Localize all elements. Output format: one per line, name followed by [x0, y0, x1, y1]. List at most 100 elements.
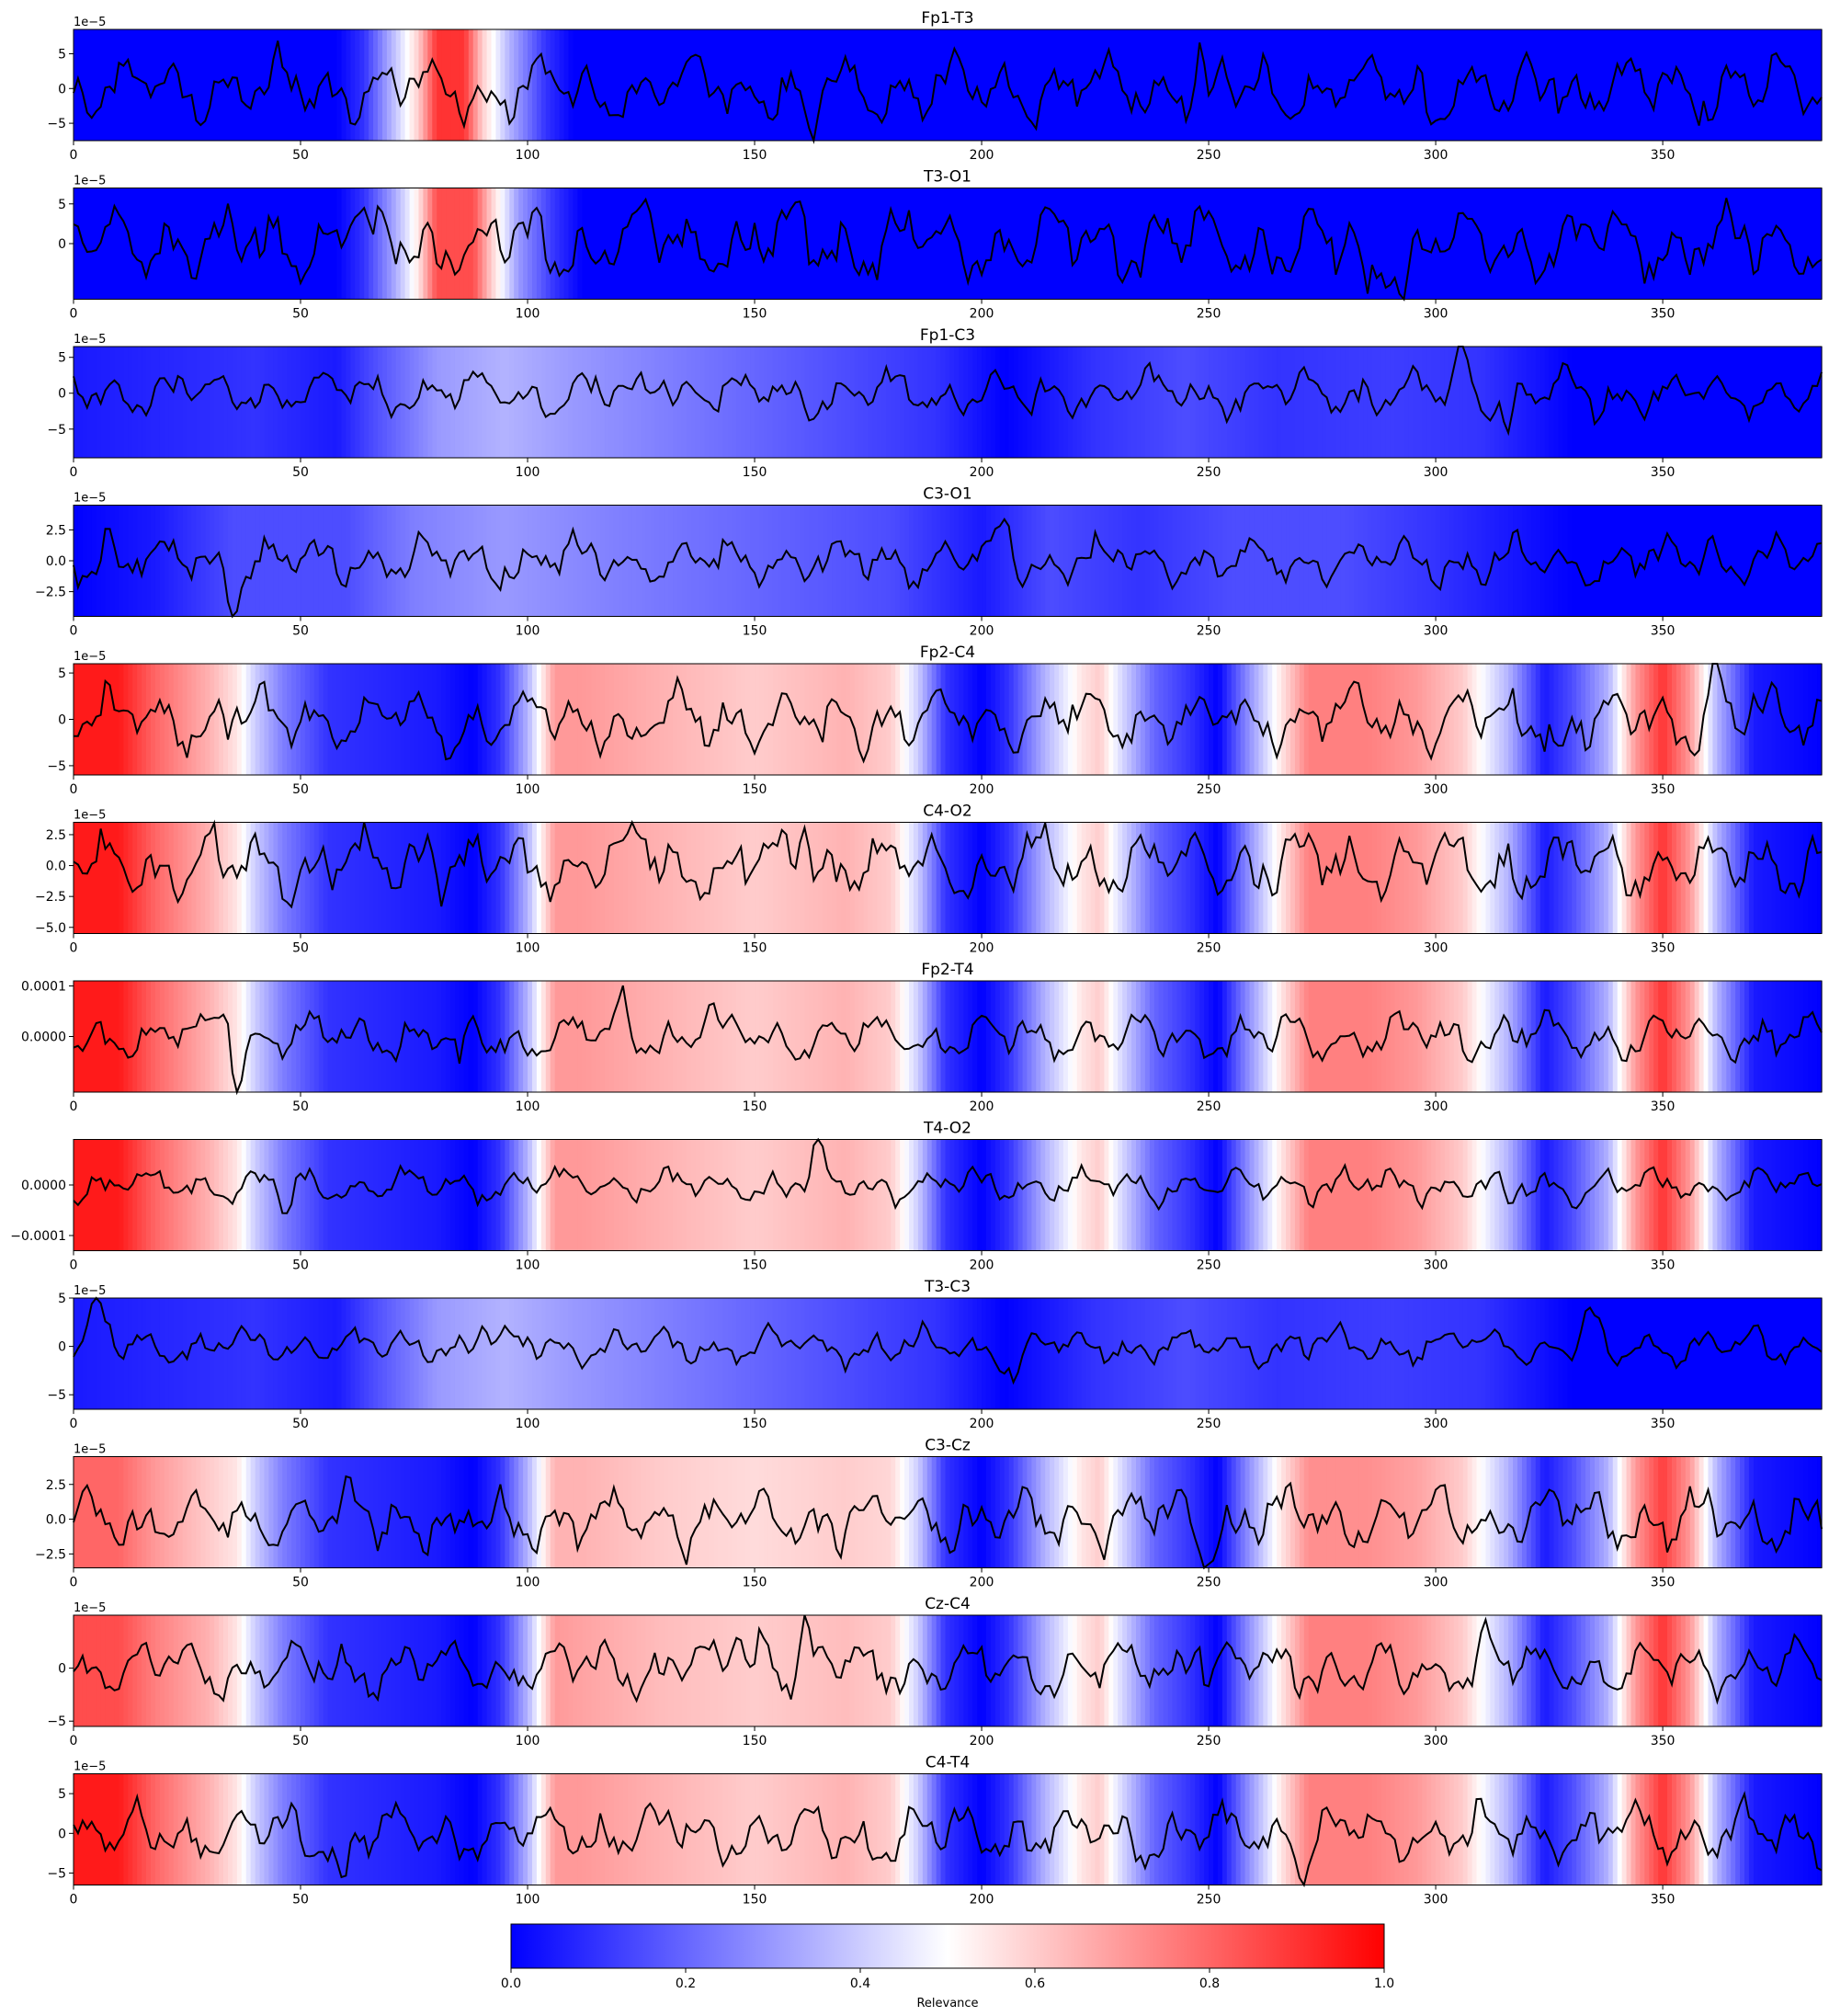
- relevance-cell: [840, 188, 846, 300]
- relevance-cell: [304, 664, 311, 775]
- relevance-cell: [1576, 188, 1582, 300]
- relevance-cell: [786, 1139, 792, 1251]
- relevance-cell: [1694, 1773, 1700, 1885]
- relevance-cell: [622, 1456, 629, 1568]
- relevance-cell: [909, 664, 914, 775]
- relevance-cell: [219, 347, 224, 458]
- relevance-cell: [1167, 822, 1174, 934]
- relevance-cell: [1244, 188, 1251, 300]
- relevance-cell: [654, 347, 660, 458]
- relevance-cell: [291, 505, 297, 617]
- relevance-cell: [596, 29, 601, 141]
- relevance-cell: [1326, 822, 1333, 934]
- relevance-cell: [414, 505, 420, 617]
- relevance-cell: [582, 664, 587, 775]
- relevance-cell: [1726, 29, 1732, 141]
- x-tick-label: 150: [743, 465, 767, 480]
- relevance-cell: [1598, 1773, 1605, 1885]
- relevance-cell: [990, 1773, 996, 1885]
- relevance-cell: [968, 29, 973, 141]
- relevance-cell: [1335, 188, 1341, 300]
- relevance-cell: [1281, 188, 1287, 300]
- relevance-cell: [1027, 1773, 1032, 1885]
- relevance-cell: [1621, 347, 1628, 458]
- relevance-cell: [1045, 1615, 1051, 1726]
- relevance-cell: [1717, 1773, 1722, 1885]
- relevance-cell: [1385, 1298, 1392, 1409]
- relevance-cell: [482, 1456, 488, 1568]
- relevance-cell: [495, 1139, 501, 1251]
- x-tick-label: 150: [743, 1259, 767, 1273]
- relevance-cell: [1326, 1615, 1333, 1726]
- relevance-cell: [1354, 29, 1359, 141]
- relevance-cell: [568, 822, 574, 934]
- relevance-cell: [123, 1139, 129, 1251]
- relevance-cell: [1235, 505, 1242, 617]
- relevance-cell: [804, 29, 810, 141]
- relevance-cell: [1440, 505, 1446, 617]
- relevance-cell: [690, 188, 697, 300]
- relevance-cell: [1013, 1773, 1019, 1885]
- relevance-cell: [881, 981, 887, 1092]
- relevance-cell: [1735, 1773, 1741, 1885]
- relevance-cell: [414, 1456, 420, 1568]
- relevance-cell: [214, 981, 220, 1092]
- relevance-cell: [1254, 347, 1260, 458]
- relevance-cell: [500, 1139, 506, 1251]
- relevance-cell: [528, 347, 533, 458]
- relevance-cell: [1204, 981, 1210, 1092]
- relevance-cell: [727, 1773, 733, 1885]
- relevance-cell: [931, 981, 937, 1092]
- relevance-cell: [1485, 664, 1491, 775]
- relevance-cell: [1481, 981, 1487, 1092]
- relevance-cell: [191, 188, 197, 300]
- relevance-cell: [409, 822, 415, 934]
- relevance-cell: [287, 1456, 292, 1568]
- relevance-cell: [96, 347, 102, 458]
- relevance-cell: [1481, 664, 1487, 775]
- relevance-cell: [1153, 188, 1160, 300]
- relevance-cell: [1676, 822, 1682, 934]
- relevance-cell: [1776, 981, 1782, 1092]
- relevance-cell: [468, 29, 474, 141]
- relevance-cell: [268, 1456, 274, 1568]
- relevance-cell: [1172, 1615, 1178, 1726]
- relevance-cell: [196, 188, 201, 300]
- relevance-cell: [1209, 981, 1214, 1092]
- relevance-cell: [1422, 1615, 1427, 1726]
- relevance-cell: [1462, 981, 1469, 1092]
- relevance-cell: [891, 1139, 896, 1251]
- relevance-cell: [1144, 188, 1151, 300]
- relevance-cell: [369, 981, 374, 1092]
- relevance-cell: [1453, 347, 1460, 458]
- relevance-cell: [414, 188, 420, 300]
- relevance-cell: [736, 822, 742, 934]
- relevance-cell: [77, 1456, 84, 1568]
- relevance-cell: [664, 1773, 669, 1885]
- relevance-cell: [1231, 981, 1237, 1092]
- relevance-cell: [154, 1456, 161, 1568]
- relevance-cell: [1258, 1456, 1264, 1568]
- relevance-cell: [418, 1139, 424, 1251]
- relevance-cell: [922, 822, 928, 934]
- relevance-cell: [1017, 505, 1024, 617]
- relevance-cell: [755, 1456, 760, 1568]
- relevance-cell: [86, 1139, 93, 1251]
- relevance-cell: [809, 1615, 814, 1726]
- relevance-cell: [985, 505, 992, 617]
- relevance-cell: [531, 1615, 538, 1726]
- relevance-cell: [205, 1139, 210, 1251]
- relevance-cell: [772, 1139, 778, 1251]
- relevance-cell: [650, 981, 655, 1092]
- relevance-cell: [832, 347, 837, 458]
- relevance-cell: [1104, 1298, 1109, 1409]
- relevance-cell: [323, 347, 329, 458]
- relevance-cell: [1649, 981, 1654, 1092]
- relevance-cell: [690, 347, 697, 458]
- relevance-cell: [1144, 1456, 1151, 1568]
- relevance-cell: [177, 1615, 184, 1726]
- relevance-cell: [1567, 664, 1573, 775]
- relevance-cell: [1131, 188, 1137, 300]
- relevance-cell: [1808, 664, 1813, 775]
